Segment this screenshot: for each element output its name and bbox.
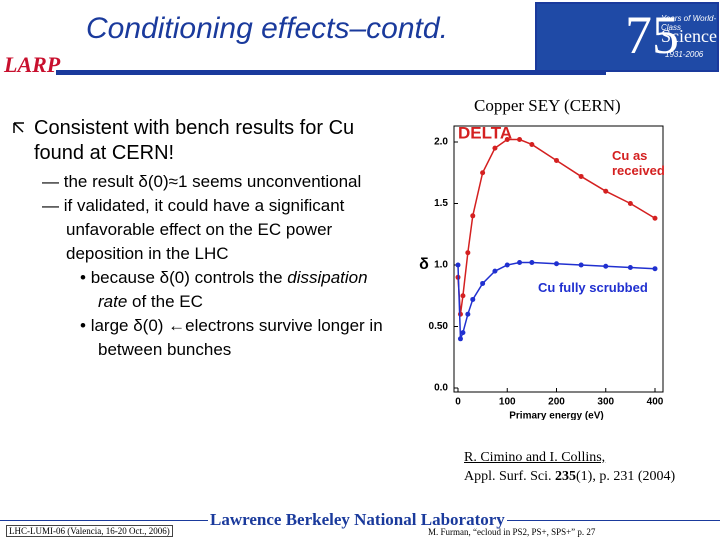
data-point xyxy=(470,213,476,219)
data-point xyxy=(465,311,471,317)
logo-number: 75 xyxy=(625,5,679,65)
sub-sub-bullet: • large δ(0) ←electrons survive longer i… xyxy=(80,316,383,359)
data-point xyxy=(517,260,523,266)
y-tick-label: 0.0 xyxy=(434,383,448,394)
data-point xyxy=(460,293,466,299)
data-point xyxy=(603,263,609,269)
x-tick-label: 0 xyxy=(455,397,461,408)
x-axis-label: Primary energy (eV) xyxy=(509,411,604,420)
data-point xyxy=(529,260,535,266)
bullet-text: because δ(0) controls the xyxy=(90,268,288,287)
y-tick-label: 0.50 xyxy=(429,321,449,332)
data-point xyxy=(603,188,609,194)
data-point xyxy=(652,266,658,272)
y-tick-label: 1.0 xyxy=(434,260,448,271)
reference-pages: (1), p. 231 (2004) xyxy=(576,469,676,484)
y-axis-label: δ xyxy=(419,256,429,273)
chart-area: DELTA δ Primary energy (eV) 0.0 0.50 1.0 1.5 2.… xyxy=(400,100,700,421)
sub-bullet: — if validated, it could have a signific… xyxy=(42,196,345,263)
logo-text: Science xyxy=(661,26,717,46)
logo-text: 1931-2006 xyxy=(665,50,704,59)
bullet-text: of the EC xyxy=(127,292,203,311)
footer-right: M. Furman, “ecloud in PS2, PS+, SPS+” p.… xyxy=(428,527,596,537)
data-point xyxy=(517,137,523,143)
data-point xyxy=(457,311,463,317)
data-point xyxy=(465,250,471,256)
x-tick-label: 200 xyxy=(548,397,565,408)
x-tick-label: 300 xyxy=(597,397,614,408)
bullet-text: large δ(0) ←electrons survive longer in … xyxy=(90,316,383,359)
series-line xyxy=(457,261,656,340)
bullet: Consistent with bench results for Cu fou… xyxy=(12,116,392,166)
data-point xyxy=(492,268,498,274)
data-point xyxy=(578,262,584,268)
data-point xyxy=(554,261,559,267)
data-point xyxy=(470,296,476,302)
data-point xyxy=(480,280,486,286)
data-point xyxy=(578,173,584,179)
data-point xyxy=(554,157,559,163)
y-tick-label: 1.5 xyxy=(434,198,448,209)
bullet-text: if validated, it could have a significan… xyxy=(63,196,345,263)
sub-sub-bullet: • because δ(0) controls the dissipation … xyxy=(80,268,368,311)
logo-text: Years of World-Class xyxy=(661,14,717,32)
data-point xyxy=(627,264,633,270)
bullet-text: Consistent with bench results for Cu fou… xyxy=(34,117,355,164)
reference: R. Cimino and I. Collins, Appl. Surf. Sc… xyxy=(464,448,675,486)
bullet-list: Consistent with bench results for Cu fou… xyxy=(12,116,392,362)
title-bar xyxy=(56,70,606,75)
series-label: Cu fully scrubbed xyxy=(538,280,648,295)
plot-frame xyxy=(453,125,664,393)
anniversary-logo: 75 Years of World-Class Science 1931-200… xyxy=(535,2,719,72)
x-tick-label: 100 xyxy=(499,397,516,408)
footer-center: Lawrence Berkeley National Laboratory xyxy=(208,510,507,530)
data-point xyxy=(480,170,486,176)
data-point xyxy=(652,215,658,221)
data-point xyxy=(529,141,535,147)
y-tick-label: 2.0 xyxy=(434,137,448,148)
footer-left: LHC-LUMI-06 (Valencia, 16-20 Oct., 2006) xyxy=(6,525,173,537)
data-point xyxy=(457,336,463,342)
figure-caption: Copper SEY (CERN) xyxy=(474,96,621,115)
bullet-text: the result δ(0)≈1 seems unconventional xyxy=(63,172,362,191)
data-point xyxy=(627,201,633,206)
data-point xyxy=(460,330,466,336)
chart: DELTA δ Primary energy (eV) 0.0 0.50 1.0 1.5 2.… xyxy=(419,123,664,421)
reference-authors: R. Cimino and I. Collins, xyxy=(464,450,606,465)
data-point xyxy=(504,137,510,143)
bullet-icon xyxy=(13,122,24,133)
chart-title: DELTA xyxy=(458,123,512,142)
data-point xyxy=(455,262,461,268)
data-point xyxy=(492,145,498,151)
sub-bullet: — the result δ(0)≈1 seems unconventional xyxy=(42,172,362,191)
x-tick-label: 400 xyxy=(647,397,664,408)
larp-logo: LARP xyxy=(4,52,61,77)
reference-journal: Appl. Surf. Sci. xyxy=(464,469,555,484)
bullet-emphasis: dissipation rate xyxy=(98,268,368,311)
reference-volume: 235 xyxy=(555,469,576,484)
data-point xyxy=(504,262,510,268)
series-label: Cu as received xyxy=(612,148,665,178)
slide-title: Conditioning effects–contd. xyxy=(86,12,448,45)
